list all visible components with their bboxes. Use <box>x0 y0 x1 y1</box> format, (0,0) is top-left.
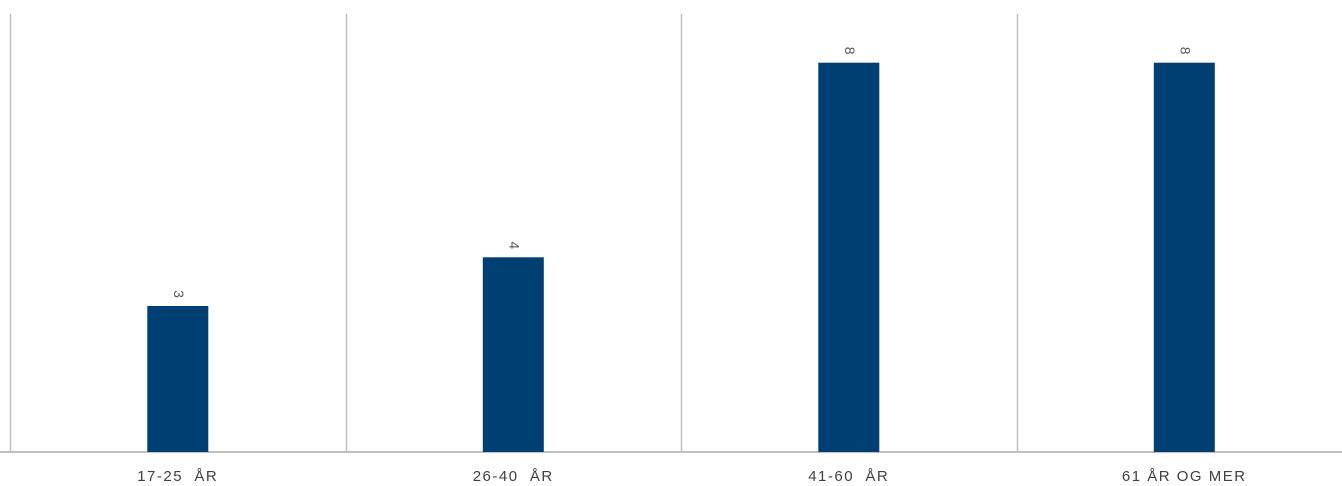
bar <box>1153 62 1215 452</box>
bar <box>147 306 209 452</box>
bar <box>482 257 544 452</box>
x-tick-label: 17-25 ÅR <box>137 468 218 485</box>
data-label: 8 <box>842 47 858 55</box>
chart-bars <box>147 62 1215 452</box>
x-tick-label: 41-60 ÅR <box>808 468 889 485</box>
data-label: 3 <box>171 290 187 298</box>
x-tick-label: 26-40 ÅR <box>473 468 554 485</box>
chart-data-labels: 3 4 8 8 <box>171 47 1194 298</box>
data-label: 8 <box>1178 47 1194 55</box>
data-label: 4 <box>507 241 523 249</box>
bar <box>818 62 880 452</box>
x-tick-label: 61 ÅR OG MER <box>1122 468 1247 485</box>
chart-gridlines <box>0 14 1342 453</box>
chart-x-tick-labels: 17-25 ÅR 26-40 ÅR 41-60 ÅR 61 ÅR OG MER <box>137 468 1247 485</box>
